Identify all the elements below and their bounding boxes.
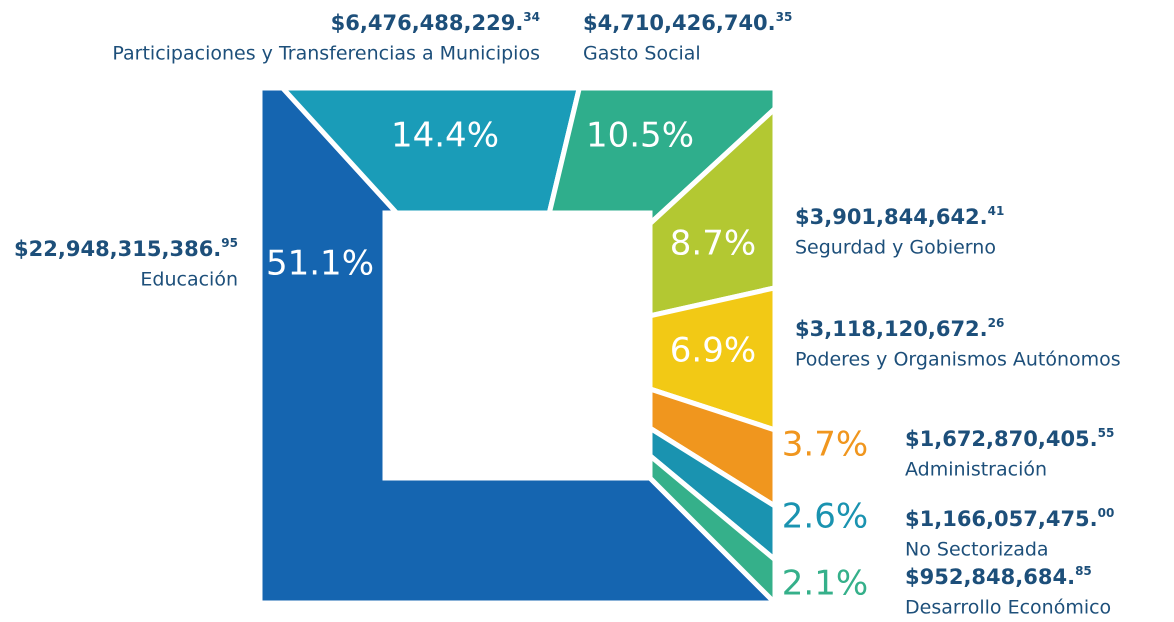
percent-label: 10.5% [586,116,694,156]
amount-cents: 55 [1098,426,1115,440]
amount: $3,901,844,642. [795,205,988,229]
amount-cents: 41 [988,204,1005,218]
chart: 51.1% $22,948,315,386.95 Educación 14.4% $6,… [0,0,1174,622]
amount: $1,672,870,405. [905,427,1098,451]
amount: $952,848,684. [905,565,1075,589]
amount-label: $3,901,844,642.41 [795,204,1004,230]
amount: $1,166,057,475. [905,507,1098,531]
category-label: Poderes y Organismos Autónomos [795,349,1121,371]
amount-label: $3,118,120,672.26 [795,316,1004,342]
amount-cents: 85 [1075,564,1092,578]
amount-label: $22,948,315,386.95 [14,236,238,262]
amount-label: $6,476,488,229.34 [331,10,540,36]
amount-label: $4,710,426,740.35 [583,10,792,36]
amount-cents: 34 [523,10,540,24]
percent-label: 2.1% [782,564,868,604]
percent-label: 6.9% [670,331,756,371]
amount-cents: 00 [1098,506,1115,520]
category-label: Gasto Social [583,43,701,65]
percent-label: 2.6% [782,497,868,537]
amount: $3,118,120,672. [795,317,988,341]
percent-label: 8.7% [670,224,756,264]
category-label: No Sectorizada [905,539,1049,561]
amount-label: $952,848,684.85 [905,564,1092,590]
percent-label: 51.1% [266,244,374,284]
category-label: Segurdad y Gobierno [795,237,996,259]
category-label: Desarrollo Económico [905,597,1111,619]
amount-label: $1,672,870,405.55 [905,426,1114,452]
percent-label: 14.4% [391,116,499,156]
amount-label: $1,166,057,475.00 [905,506,1114,532]
amount-cents: 26 [988,316,1005,330]
category-label: Participaciones y Transferencias a Munic… [112,43,540,65]
amount: $6,476,488,229. [331,11,524,35]
amount: $4,710,426,740. [583,11,776,35]
amount: $22,948,315,386. [14,237,221,261]
amount-cents: 95 [221,236,238,250]
category-label: Administración [905,459,1047,481]
percent-label: 3.7% [782,425,868,465]
amount-cents: 35 [776,10,793,24]
category-label: Educación [140,269,238,291]
